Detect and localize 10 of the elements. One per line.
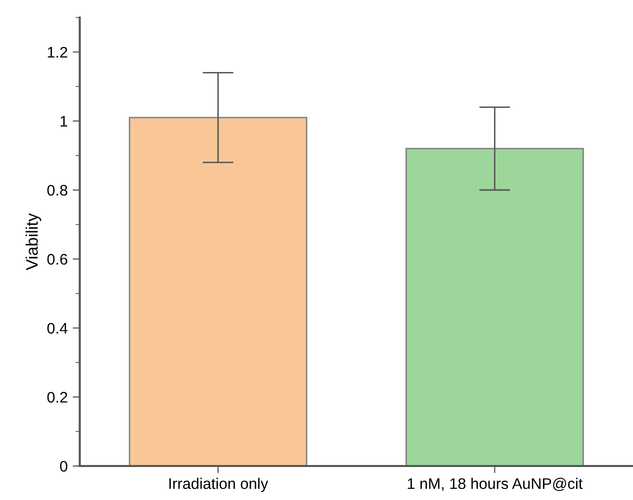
y-tick-label: 1 [60, 116, 68, 127]
y-tick-label: 0.4 [47, 322, 68, 334]
x-tick-label: Irradiation only [169, 478, 268, 492]
y-tick-label: 0.6 [47, 254, 68, 265]
y-tick-label: 0.2 [47, 392, 68, 403]
y-tick-label: 1.2 [48, 46, 68, 58]
x-tick-label: 1 nM, 18 hours AuNP@cit [408, 478, 583, 491]
y-axis-title: Viability [26, 213, 42, 270]
y-tick-label: 0.8 [47, 184, 68, 196]
y-tick-label: 0 [60, 460, 68, 472]
